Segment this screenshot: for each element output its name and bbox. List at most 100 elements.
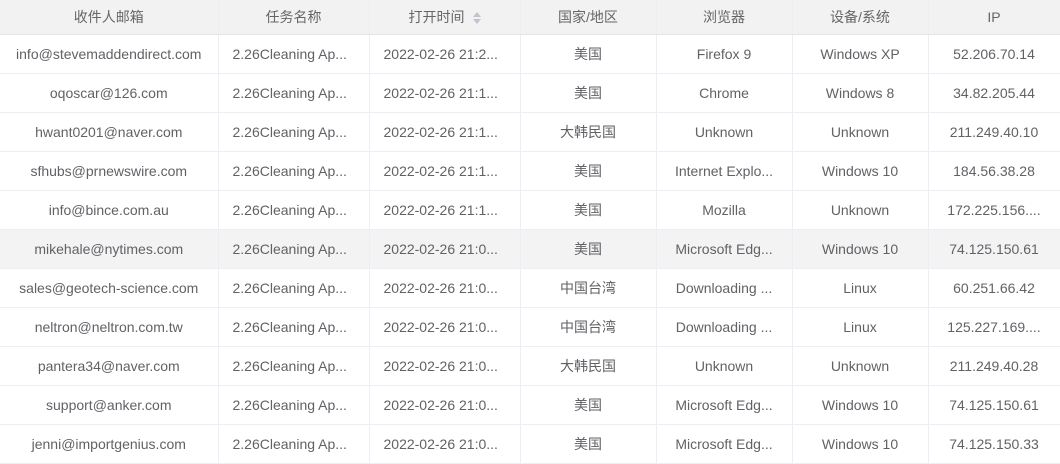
cell-ip: 60.251.66.42 (928, 268, 1060, 308)
cell-recipient-email: neltron@neltron.com.tw (0, 307, 219, 347)
column-header-label: 任务名称 (265, 9, 322, 25)
cell-country: 美国 (520, 151, 657, 191)
column-header-label: 设备/系统 (830, 9, 890, 25)
cell-recipient-email: hwant0201@naver.com (0, 112, 219, 152)
cell-task-name: 2.26Cleaning Ap... (218, 346, 370, 386)
cell-open-time: 2022-02-26 21:0... (369, 346, 521, 386)
cell-browser: Microsoft Edg... (656, 424, 793, 464)
cell-open-time: 2022-02-26 21:0... (369, 268, 521, 308)
table-row[interactable]: pantera34@naver.com 2.26Cleaning Ap... 202… (0, 346, 1060, 386)
cell-country: 中国台湾 (520, 307, 657, 347)
cell-recipient-email: info@bince.com.au (0, 190, 219, 230)
table-row[interactable]: mikehale@nytimes.com 2.26Cleaning Ap... 20… (0, 229, 1060, 269)
table-row[interactable]: info@stevemaddendirect.com 2.26Cleaning A… (0, 34, 1060, 74)
cell-recipient-email: oqoscar@126.com (0, 73, 219, 113)
sort-caret-icon[interactable] (472, 12, 481, 25)
cell-country: 美国 (520, 424, 657, 464)
cell-recipient-email: support@anker.com (0, 385, 219, 425)
cell-device-os: Windows 10 (792, 151, 929, 191)
cell-recipient-email: pantera34@naver.com (0, 346, 219, 386)
cell-task-name: 2.26Cleaning Ap... (218, 268, 370, 308)
cell-device-os: Unknown (792, 346, 929, 386)
table-row[interactable]: oqoscar@126.com 2.26Cleaning Ap... 2022-02… (0, 73, 1060, 113)
cell-task-name: 2.26Cleaning Ap... (218, 151, 370, 191)
table-row[interactable]: sales@geotech-science.com 2.26Cleaning Ap… (0, 268, 1060, 308)
cell-country: 美国 (520, 190, 657, 230)
cell-ip: 74.125.150.33 (928, 424, 1060, 464)
cell-ip: 34.82.205.44 (928, 73, 1060, 113)
table-row[interactable]: support@anker.com 2.26Cleaning Ap... 2022-… (0, 385, 1060, 425)
cell-task-name: 2.26Cleaning Ap... (218, 73, 370, 113)
cell-country: 大韩民国 (520, 346, 657, 386)
cell-device-os: Linux (792, 307, 929, 347)
cell-browser: Chrome (656, 73, 793, 113)
cell-ip: 211.249.40.28 (928, 346, 1060, 386)
cell-device-os: Unknown (792, 112, 929, 152)
cell-browser: Unknown (656, 346, 793, 386)
cell-recipient-email: mikehale@nytimes.com (0, 229, 219, 269)
cell-task-name: 2.26Cleaning Ap... (218, 307, 370, 347)
cell-country: 大韩民国 (520, 112, 657, 152)
cell-open-time: 2022-02-26 21:1... (369, 151, 521, 191)
cell-browser: Downloading ... (656, 307, 793, 347)
cell-country: 美国 (520, 385, 657, 425)
column-header-device-os: 设备/系统 (792, 0, 929, 35)
table-row[interactable]: jenni@importgenius.com 2.26Cleaning Ap...… (0, 424, 1060, 464)
cell-ip: 184.56.38.28 (928, 151, 1060, 191)
table-header: 收件人邮箱 任务名称 打开时间 国家/地区 浏览器 设备/系统 IP (0, 0, 1060, 35)
cell-browser: Internet Explo... (656, 151, 793, 191)
cell-device-os: Windows 8 (792, 73, 929, 113)
table-body: info@stevemaddendirect.com 2.26Cleaning A… (0, 34, 1060, 464)
cell-country: 美国 (520, 34, 657, 74)
cell-browser: Mozilla (656, 190, 793, 230)
column-header-task-name: 任务名称 (218, 0, 370, 35)
cell-task-name: 2.26Cleaning Ap... (218, 112, 370, 152)
cell-device-os: Windows 10 (792, 385, 929, 425)
table-row[interactable]: sfhubs@prnewswire.com 2.26Cleaning Ap... 2… (0, 151, 1060, 191)
column-header-recipient-email: 收件人邮箱 (0, 0, 219, 35)
cell-ip: 74.125.150.61 (928, 229, 1060, 269)
cell-ip: 125.227.169.... (928, 307, 1060, 347)
cell-task-name: 2.26Cleaning Ap... (218, 34, 370, 74)
column-header-label: 收件人邮箱 (73, 9, 144, 25)
cell-browser: Downloading ... (656, 268, 793, 308)
table-row[interactable]: hwant0201@naver.com 2.26Cleaning Ap... 202… (0, 112, 1060, 152)
column-header-country: 国家/地区 (520, 0, 657, 35)
cell-device-os: Windows XP (792, 34, 929, 74)
column-header-label: 打开时间 (408, 9, 465, 25)
cell-country: 美国 (520, 229, 657, 269)
cell-country: 中国台湾 (520, 268, 657, 308)
cell-browser: Unknown (656, 112, 793, 152)
cell-task-name: 2.26Cleaning Ap... (218, 385, 370, 425)
cell-recipient-email: sales@geotech-science.com (0, 268, 219, 308)
cell-ip: 52.206.70.14 (928, 34, 1060, 74)
column-header-label: 国家/地区 (558, 9, 618, 25)
cell-task-name: 2.26Cleaning Ap... (218, 424, 370, 464)
cell-task-name: 2.26Cleaning Ap... (218, 190, 370, 230)
cell-open-time: 2022-02-26 21:0... (369, 307, 521, 347)
cell-open-time: 2022-02-26 21:1... (369, 73, 521, 113)
cell-browser: Microsoft Edg... (656, 385, 793, 425)
cell-open-time: 2022-02-26 21:1... (369, 112, 521, 152)
cell-task-name: 2.26Cleaning Ap... (218, 229, 370, 269)
cell-device-os: Windows 10 (792, 229, 929, 269)
table-row[interactable]: info@bince.com.au 2.26Cleaning Ap... 2022-… (0, 190, 1060, 230)
cell-open-time: 2022-02-26 21:1... (369, 190, 521, 230)
table-row[interactable]: neltron@neltron.com.tw 2.26Cleaning Ap...… (0, 307, 1060, 347)
column-header-browser: 浏览器 (656, 0, 793, 35)
cell-recipient-email: info@stevemaddendirect.com (0, 34, 219, 74)
cell-ip: 74.125.150.61 (928, 385, 1060, 425)
cell-open-time: 2022-02-26 21:0... (369, 229, 521, 269)
cell-recipient-email: jenni@importgenius.com (0, 424, 219, 464)
cell-open-time: 2022-02-26 21:0... (369, 385, 521, 425)
column-header-label: IP (987, 9, 1001, 25)
cell-ip: 172.225.156.... (928, 190, 1060, 230)
cell-device-os: Linux (792, 268, 929, 308)
column-header-label: 浏览器 (703, 9, 745, 25)
cell-recipient-email: sfhubs@prnewswire.com (0, 151, 219, 191)
cell-device-os: Unknown (792, 190, 929, 230)
cell-open-time: 2022-02-26 21:0... (369, 424, 521, 464)
column-header-open-time[interactable]: 打开时间 (369, 0, 521, 35)
cell-browser: Microsoft Edg... (656, 229, 793, 269)
